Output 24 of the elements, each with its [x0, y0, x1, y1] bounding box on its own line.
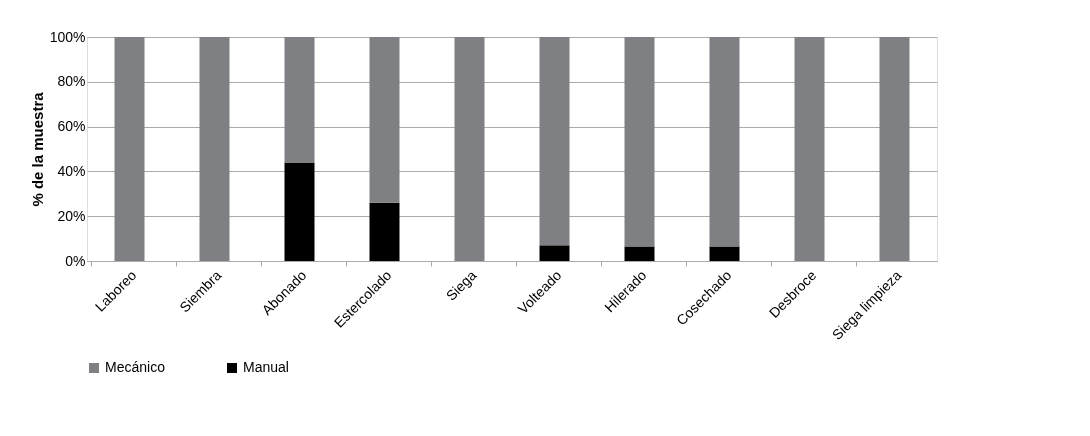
- bar: [284, 37, 315, 163]
- bar: [879, 37, 910, 261]
- bar: [794, 37, 825, 261]
- legend-label: Mecánico: [105, 359, 166, 375]
- bar: [284, 162, 315, 261]
- bar: [709, 246, 740, 261]
- bar: [539, 37, 570, 246]
- y-tick-label: 40%: [57, 162, 86, 179]
- bar: [624, 246, 655, 261]
- bar: [539, 245, 570, 261]
- bar: [709, 37, 740, 247]
- y-tick-label: 0%: [65, 252, 86, 269]
- bar: [114, 37, 145, 261]
- bar: [199, 37, 230, 261]
- legend-label: Manual: [243, 359, 289, 375]
- y-tick-label: 20%: [57, 207, 86, 224]
- bar: [369, 202, 400, 261]
- bar: [369, 37, 400, 203]
- bar: [454, 37, 485, 261]
- y-tick-label: 60%: [57, 118, 86, 135]
- y-axis-title: % de la muestra: [28, 91, 46, 207]
- y-tick-label: 100%: [49, 28, 86, 45]
- bar: [624, 37, 655, 247]
- y-tick-label: 80%: [57, 73, 86, 90]
